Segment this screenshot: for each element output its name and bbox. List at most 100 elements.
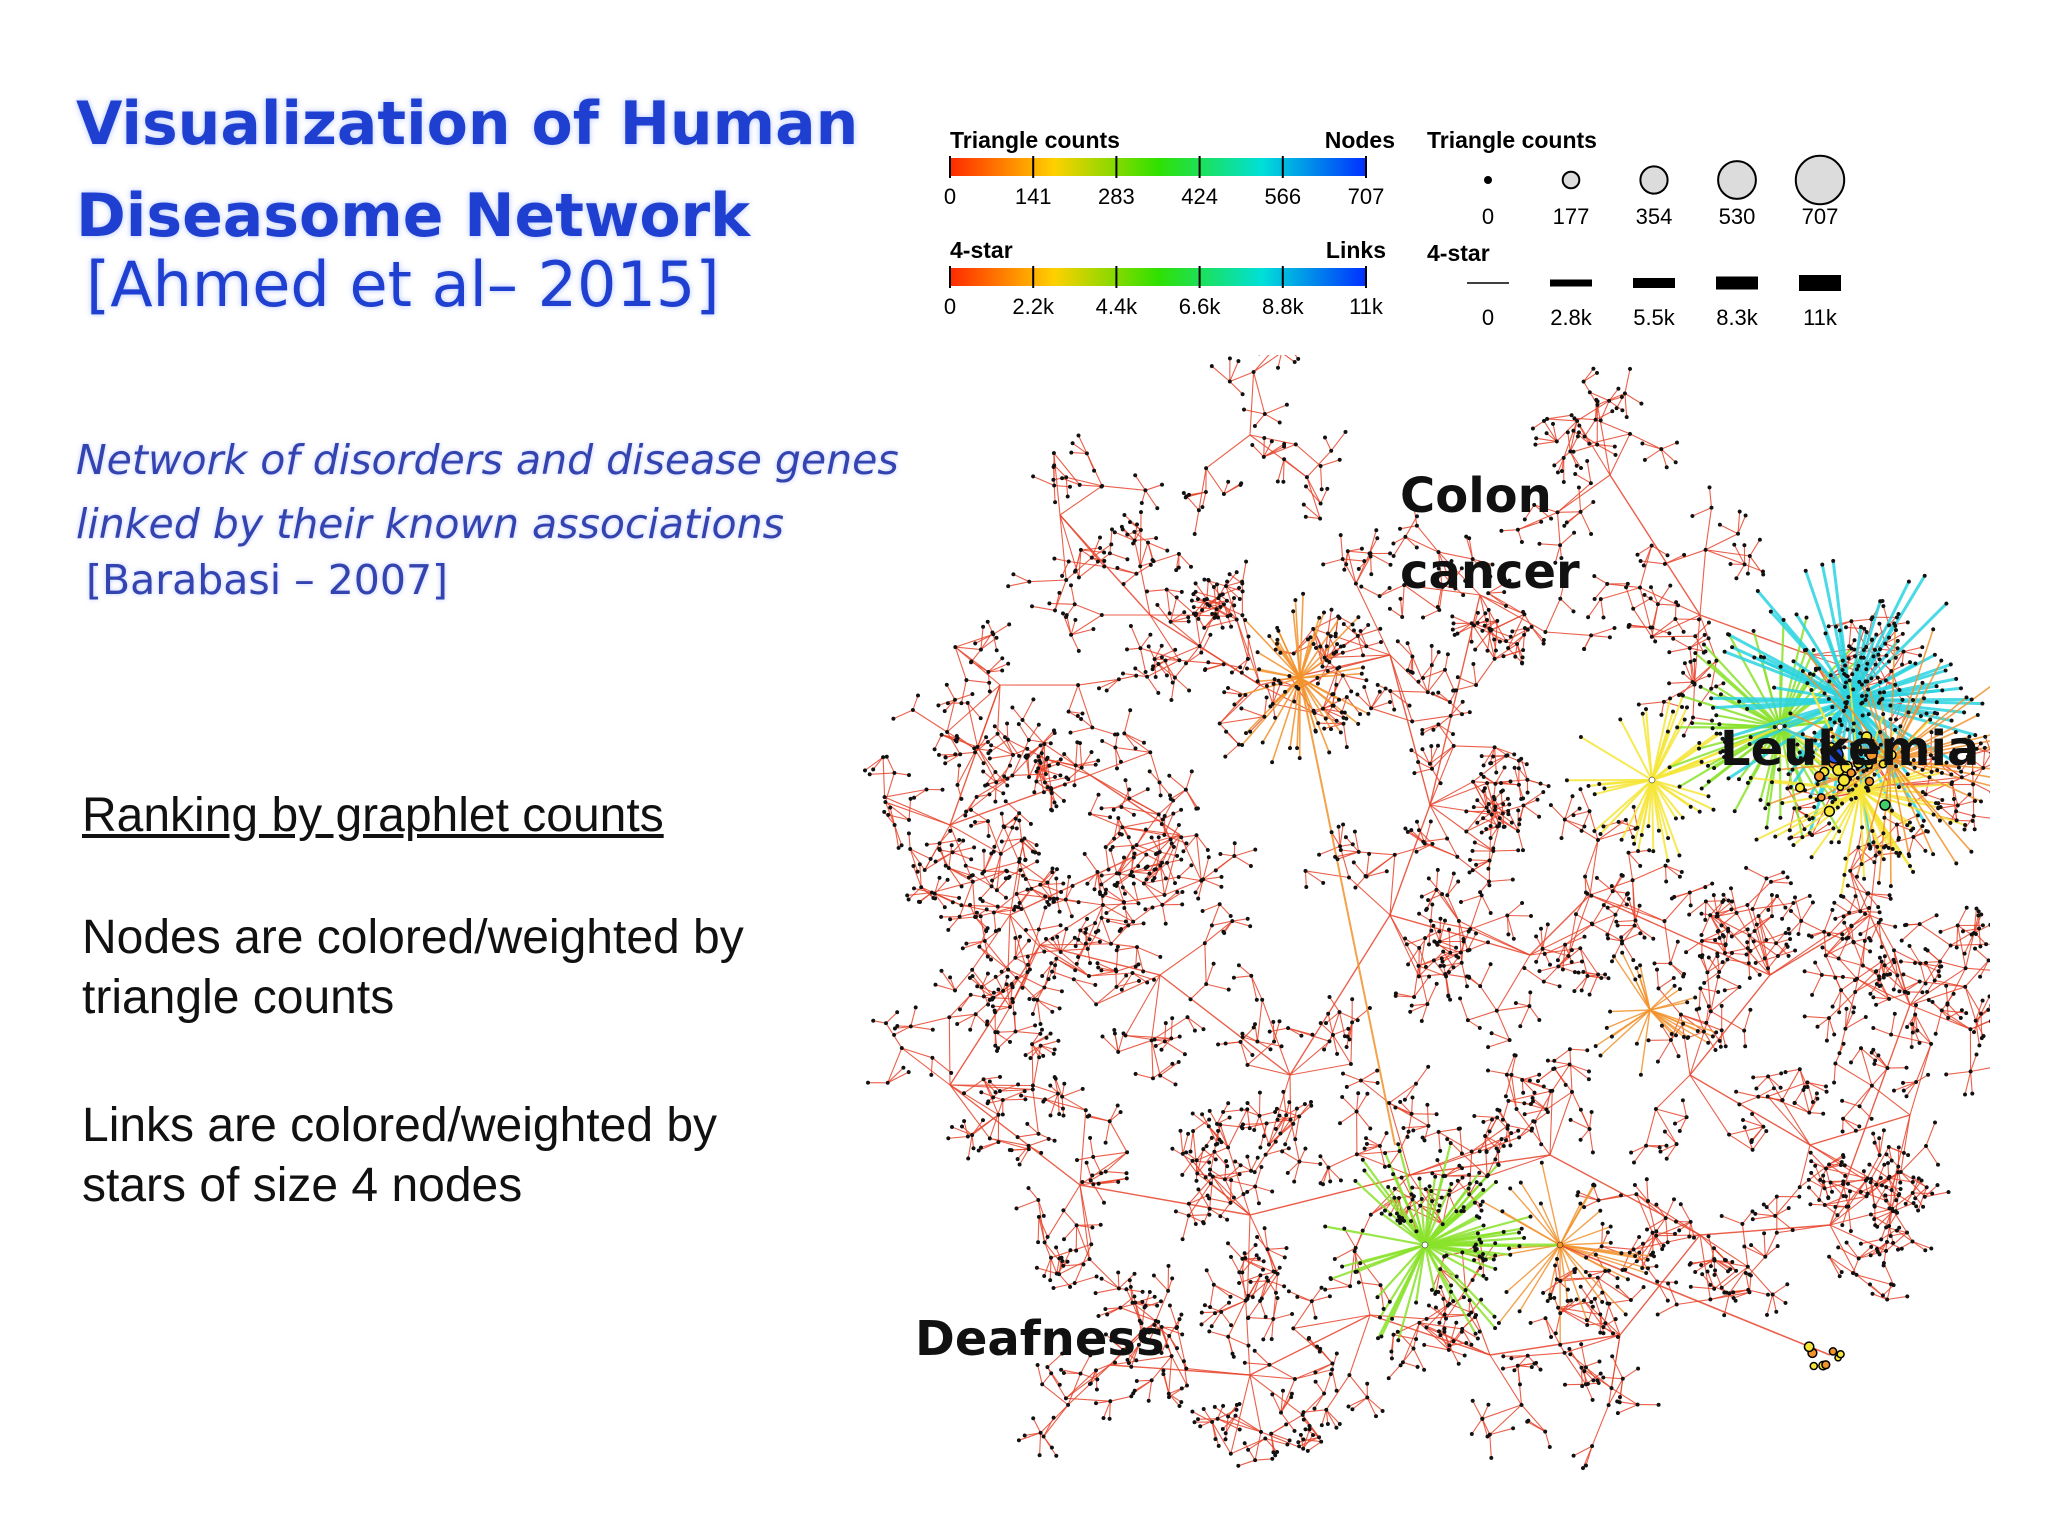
node-size-tick-label: 530: [1719, 204, 1756, 229]
network-node: [1555, 510, 1560, 515]
network-node: [1882, 954, 1887, 959]
network-link: [1860, 922, 1880, 935]
network-link: [1924, 1184, 1938, 1198]
network-node: [1436, 650, 1441, 655]
network-link: [949, 824, 974, 882]
network-link: [1154, 649, 1176, 660]
network-node: [965, 700, 970, 705]
network-link: [948, 994, 972, 1018]
network-node: [1229, 670, 1234, 675]
network-link: [1224, 1179, 1235, 1198]
network-link: [1181, 834, 1197, 838]
network-link: [1061, 561, 1070, 577]
network-link: [1823, 931, 1843, 940]
network-link: [1366, 1143, 1380, 1147]
network-link: [971, 1135, 975, 1149]
network-link: [975, 1013, 988, 1026]
network-node: [912, 795, 917, 800]
network-node: [939, 914, 944, 919]
network-link: [1408, 1207, 1443, 1225]
network-link: [1433, 715, 1452, 731]
network-link: [1253, 1115, 1261, 1131]
network-node: [1200, 505, 1205, 510]
network-link: [1557, 511, 1581, 513]
network-link: [972, 881, 976, 918]
network-link: [1583, 635, 1592, 650]
network-link: [1670, 963, 1684, 977]
network-node: [1586, 615, 1591, 620]
network-link: [979, 946, 1009, 971]
network-link: [1676, 1298, 1711, 1306]
network-link: [1088, 970, 1117, 977]
network-node: [1709, 686, 1714, 691]
network-link: [1305, 870, 1350, 879]
network-link: [1707, 1236, 1715, 1260]
network-link: [1079, 930, 1090, 940]
network-link: [1573, 444, 1598, 453]
network-node: [1533, 442, 1538, 447]
network-node: [1132, 529, 1137, 534]
network-link: [1215, 855, 1235, 871]
network-link: [1674, 618, 1685, 633]
network-node: [1042, 741, 1047, 747]
network-node: [1344, 695, 1349, 700]
network-node: [1421, 675, 1426, 681]
network-node: [1951, 796, 1957, 802]
network-link: [1444, 654, 1449, 670]
network-link: [1350, 1022, 1353, 1065]
network-link: [1825, 1168, 1833, 1192]
network-node: [1138, 510, 1144, 515]
network-link: [983, 1079, 994, 1098]
network-node: [1920, 645, 1925, 650]
network-node: [968, 660, 974, 665]
network-link: [1343, 635, 1359, 647]
network-link: [1390, 690, 1428, 693]
network-link: [1596, 877, 1614, 892]
network-link: [1632, 865, 1666, 881]
network-link: [1589, 894, 1771, 976]
network-link: [1554, 545, 1561, 563]
network-link: [1057, 898, 1079, 903]
network-node: [1875, 675, 1880, 680]
network-link: [1749, 539, 1761, 557]
network-link: [1479, 985, 1498, 1012]
network-link: [1241, 1108, 1260, 1117]
network-link: [1852, 1258, 1860, 1274]
network-link: [1445, 1174, 1470, 1177]
network-link: [1147, 542, 1168, 552]
network-link: [1604, 1270, 1618, 1279]
network-node: [1425, 690, 1430, 695]
network-link: [1279, 1115, 1294, 1125]
network-link: [987, 821, 990, 837]
network-node: [1010, 752, 1016, 757]
network-node: [1240, 613, 1245, 618]
network-node: [1248, 729, 1253, 734]
network-link: [1721, 1266, 1749, 1289]
network-link: [1866, 1177, 1889, 1197]
network-link: [1508, 1090, 1553, 1102]
network-link: [1564, 936, 1585, 946]
network-node: [1158, 793, 1163, 798]
network-link: [1079, 743, 1083, 768]
network-link: [1049, 602, 1075, 605]
network-link: [1645, 1108, 1657, 1146]
network-link: [893, 1025, 912, 1036]
network-node: [1350, 622, 1355, 627]
network-link: [1665, 865, 1682, 873]
network-link: [1312, 615, 1339, 630]
network-link: [1914, 1014, 1918, 1031]
network-link: [1781, 1068, 1801, 1101]
network-link: [1471, 1138, 1502, 1153]
network-link: [1651, 545, 1668, 556]
network-link: [1325, 1409, 1329, 1425]
network-link: [1195, 583, 1208, 600]
network-link: [1767, 1081, 1808, 1098]
network-node: [1049, 791, 1054, 796]
network-link: [1468, 1314, 1481, 1332]
network-link: [1196, 1146, 1229, 1161]
network-node: [1325, 486, 1330, 491]
network-link: [1689, 648, 1696, 685]
network-link: [1368, 530, 1377, 554]
network-link: [1728, 1266, 1749, 1294]
network-link: [1246, 1214, 1251, 1299]
